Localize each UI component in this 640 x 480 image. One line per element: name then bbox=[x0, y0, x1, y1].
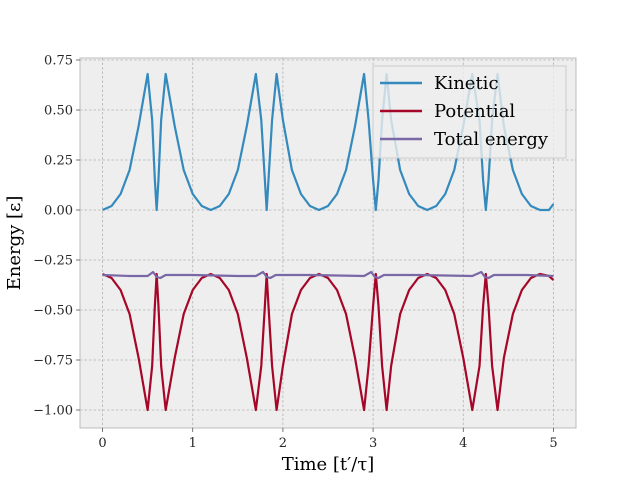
x-axis: 0 1 2 3 4 5 bbox=[98, 428, 558, 451]
y-tick-label: −0.50 bbox=[33, 304, 73, 319]
y-tick-label: −0.25 bbox=[33, 254, 73, 269]
legend-label: Potential bbox=[434, 101, 515, 122]
y-tick-label: −1.00 bbox=[33, 404, 73, 419]
legend-label: Total energy bbox=[434, 129, 549, 150]
x-tick-label: 1 bbox=[189, 436, 197, 451]
y-axis: 0.75 0.50 0.25 0.00 −0.25 −0.50 −0.75 −1.00 bbox=[33, 54, 80, 419]
y-tick-label: 0.75 bbox=[44, 54, 73, 69]
y-tick-label: −0.75 bbox=[33, 354, 73, 369]
x-axis-label: Time [t′/τ] bbox=[282, 454, 375, 475]
y-axis-label: Energy [ε] bbox=[4, 196, 25, 291]
y-tick-label: 0.25 bbox=[44, 154, 73, 169]
x-tick-label: 3 bbox=[369, 436, 377, 451]
legend: Kinetic Potential Total energy bbox=[372, 65, 567, 159]
series-line-1 bbox=[102, 72, 555, 212]
series-lines bbox=[102, 72, 555, 412]
x-tick-label: 2 bbox=[279, 436, 287, 451]
grid bbox=[80, 58, 576, 428]
legend-label: Kinetic bbox=[434, 73, 499, 94]
y-tick-label: 0.50 bbox=[44, 104, 73, 119]
x-tick-label: 4 bbox=[459, 436, 467, 451]
y-tick-label: 0.00 bbox=[44, 204, 73, 219]
x-tick-label: 5 bbox=[549, 436, 557, 451]
x-tick-label: 0 bbox=[98, 436, 106, 451]
series-line-3 bbox=[102, 270, 554, 280]
series-line-2 bbox=[102, 272, 555, 412]
